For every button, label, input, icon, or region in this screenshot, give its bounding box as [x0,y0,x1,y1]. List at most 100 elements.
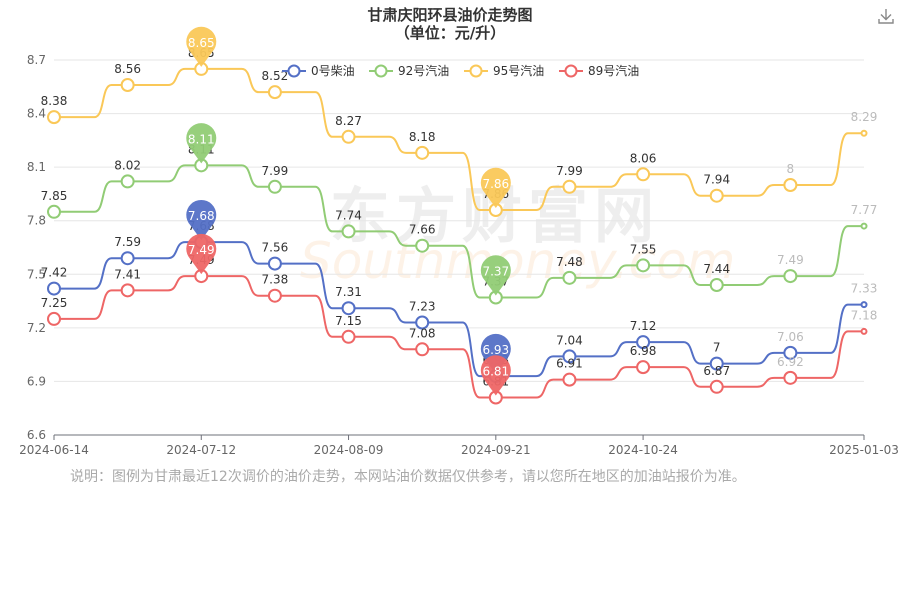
legend-label: 89号汽油 [588,63,639,78]
data-label: 7.08 [409,326,436,340]
data-labels: 7.42 7.59 7.68 7.56 7.31 7.23 6.93 7.04 7.12 7 7.0… [41,46,878,389]
data-point [47,311,61,326]
markpoint-pin [186,233,217,275]
data-label: 7.44 [703,262,730,276]
data-label: 7.42 [41,266,68,280]
markpoint-label: 6.93 [482,343,509,357]
series-line [54,164,864,299]
legend-marker [469,64,483,78]
data-point [860,129,868,137]
data-label: 7.77 [851,203,878,217]
data-label: 7.31 [335,285,362,299]
chart-canvas: 6.6 6.9 7.2 7.5 7.8 8.1 8.4 8.7 2024-06-14 2024-0… [19,26,899,457]
legend-marker [564,64,578,78]
legend-marker [287,64,301,78]
y-tick-label: 6.9 [27,374,46,388]
data-point [860,327,868,335]
x-tick-label: 2024-09-21 [461,443,531,457]
data-points [47,61,868,405]
watermark-en: Southmoney.com [300,232,736,290]
axes: 6.6 6.9 7.2 7.5 7.8 8.1 8.4 8.7 2024-06-14 2024-0… [19,53,899,457]
markpoint-pin [186,26,217,67]
legend-item[interactable]: 92号汽油 [369,63,449,78]
data-point [47,110,61,125]
data-point [562,372,577,387]
data-point [783,178,798,192]
data-label: 7.56 [262,241,289,255]
data-label: 7.38 [262,273,289,287]
data-label: 7.74 [335,208,362,222]
chart-subtitle: （单位：元/升） [394,24,506,42]
series-lines [54,67,864,399]
data-label: 7.94 [703,173,730,187]
x-tick-label: 2024-10-24 [608,443,678,457]
y-tick-label: 7.2 [27,321,46,335]
y-tick-label: 8.7 [27,53,46,67]
data-point [636,167,651,182]
x-tick-label: 2024-06-14 [19,443,89,457]
data-label: 8.52 [262,69,289,83]
data-label: 8 [787,162,795,176]
data-point [415,315,430,330]
data-point [120,174,135,189]
x-tick-label: 2024-08-09 [314,443,384,457]
data-label: 7.04 [556,333,583,347]
data-point [341,129,356,144]
data-label: 7.12 [630,319,657,333]
legend-label: 95号汽油 [493,63,544,78]
markpoint-pin [480,167,511,208]
data-point [709,278,724,292]
data-label: 6.98 [630,344,657,358]
y-tick-label: 8.1 [27,160,46,174]
data-point [267,85,282,100]
data-label: 7.49 [777,253,804,267]
y-tick-label: 7.8 [27,214,46,228]
data-label: 7.99 [262,164,289,178]
grid-lines [54,59,864,436]
download-icon[interactable] [876,6,896,26]
legend[interactable]: 0号柴油 92号汽油 95号汽油 89号汽油 [282,63,639,78]
data-label: 7 [713,341,721,355]
data-point [120,78,135,92]
markpoints: 7.68 6.93 8.11 7.37 8.65 7.86 7.49 6.81 [186,26,511,396]
markpoint-label: 7.37 [482,265,509,279]
data-point [860,222,868,230]
data-label: 7.48 [556,255,583,269]
markpoint-label: 7.49 [188,243,215,257]
markpoint-label: 8.65 [188,36,215,50]
data-point [47,204,61,219]
y-tick-label: 8.4 [27,107,46,121]
data-label: 7.33 [851,282,878,296]
data-point [860,301,868,309]
markpoint-pin [186,199,217,241]
data-label: 6.91 [556,357,583,371]
data-label: 8.18 [409,130,436,144]
data-label: 8.06 [630,151,657,165]
data-label: 6.92 [777,355,804,369]
data-point [783,370,798,385]
data-point [709,356,724,371]
data-label: 7.85 [41,189,68,203]
markpoint-label: 7.86 [482,177,509,191]
legend-item[interactable]: 95号汽油 [464,63,544,78]
legend-marker [374,64,388,78]
data-point [709,188,724,203]
data-point [562,179,577,194]
data-point [415,342,430,357]
legend-label: 92号汽油 [398,63,449,78]
markpoint-label: 6.81 [482,365,509,379]
data-label: 7.55 [630,242,657,256]
data-label: 8.56 [114,62,141,76]
data-point [341,329,356,344]
legend-item[interactable]: 0号柴油 [282,64,355,78]
x-tick-label: 2025-01-03 [829,443,899,457]
markpoint-pin [186,123,217,164]
footnote: 说明：图例为甘肃最近12次调价的油价走势，本网站油价数据仅供参考，请以您所在地区… [70,469,746,485]
data-label: 7.41 [114,267,141,281]
data-point [341,301,356,316]
chart-title: 甘肃庆阳环县油价走势图 [367,6,533,24]
series-line [54,67,864,211]
legend-item[interactable]: 89号汽油 [559,63,639,78]
markpoint-pin [480,255,511,296]
data-point [636,258,651,273]
